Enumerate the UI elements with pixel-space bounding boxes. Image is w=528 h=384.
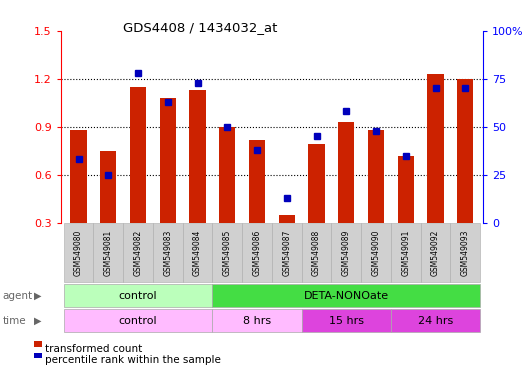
Text: 15 hrs: 15 hrs	[329, 316, 364, 326]
Bar	[159, 98, 176, 223]
Text: agent: agent	[3, 291, 33, 301]
Text: GSM549081: GSM549081	[104, 229, 113, 276]
Bar	[100, 151, 117, 223]
Bar	[190, 90, 206, 223]
Text: ▶: ▶	[34, 291, 42, 301]
Text: 8 hrs: 8 hrs	[243, 316, 271, 326]
Bar	[427, 74, 444, 223]
Bar	[457, 79, 474, 223]
Bar	[338, 122, 354, 223]
Text: GSM549088: GSM549088	[312, 229, 321, 276]
Text: time: time	[3, 316, 26, 326]
Text: 24 hrs: 24 hrs	[418, 316, 453, 326]
Text: GSM549082: GSM549082	[134, 229, 143, 276]
Text: DETA-NONOate: DETA-NONOate	[304, 291, 389, 301]
Text: control: control	[119, 316, 157, 326]
Bar	[219, 127, 235, 223]
Text: GSM549083: GSM549083	[163, 229, 172, 276]
Text: GSM549080: GSM549080	[74, 229, 83, 276]
Text: GSM549090: GSM549090	[372, 229, 381, 276]
Bar	[368, 130, 384, 223]
Bar	[308, 144, 325, 223]
Text: ▶: ▶	[34, 316, 42, 326]
Text: control: control	[119, 291, 157, 301]
Bar	[279, 215, 295, 223]
Text: percentile rank within the sample: percentile rank within the sample	[45, 355, 221, 365]
Text: GDS4408 / 1434032_at: GDS4408 / 1434032_at	[124, 21, 278, 34]
Bar	[130, 87, 146, 223]
Text: GSM549093: GSM549093	[461, 229, 470, 276]
Text: GSM549091: GSM549091	[401, 229, 410, 276]
Text: GSM549084: GSM549084	[193, 229, 202, 276]
Bar	[70, 130, 87, 223]
Bar	[249, 139, 265, 223]
Text: GSM549089: GSM549089	[342, 229, 351, 276]
Bar	[398, 156, 414, 223]
Text: transformed count: transformed count	[45, 344, 142, 354]
Text: GSM549092: GSM549092	[431, 229, 440, 276]
Text: GSM549085: GSM549085	[223, 229, 232, 276]
Text: GSM549086: GSM549086	[252, 229, 261, 276]
Text: GSM549087: GSM549087	[282, 229, 291, 276]
